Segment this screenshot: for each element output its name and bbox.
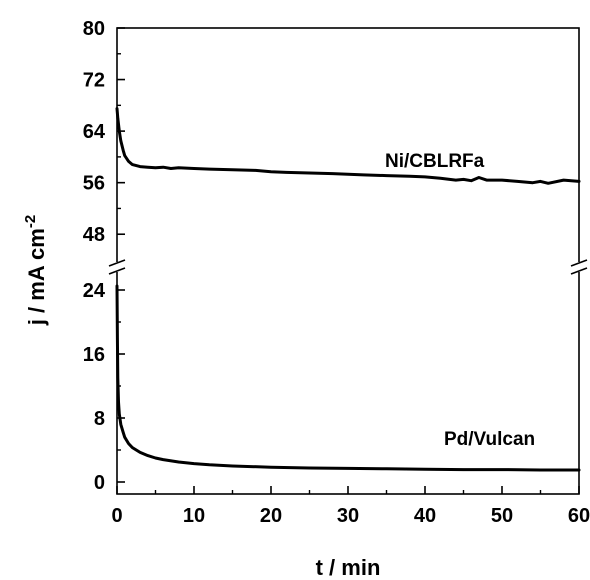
y-axis-title-main: j / mA cm <box>24 228 49 326</box>
ticks-layer: 0 10 20 30 40 50 60 48 56 64 72 80 0 8 16 24 <box>83 18 590 527</box>
x-tick-label: 0 <box>111 505 122 527</box>
x-tick-label: 50 <box>491 505 513 527</box>
y-axis-title-superscript: -2 <box>22 215 39 228</box>
axis-break-mark-right <box>570 267 588 275</box>
series-line-ni-cblrfa <box>115 107 581 185</box>
series-line-pd-vulcan <box>115 284 581 472</box>
plot-frame <box>116 27 580 495</box>
series-layer <box>115 107 581 472</box>
x-tick-label: 10 <box>183 505 205 527</box>
axis-break-mark-left <box>108 259 126 267</box>
y-tick-label: 48 <box>83 224 105 246</box>
y-tick-label: 56 <box>83 173 105 195</box>
y-tick-label: 80 <box>83 18 105 40</box>
y-tick-label: 24 <box>83 280 106 302</box>
axis-break <box>107 259 589 275</box>
axis-break-mark-left <box>108 267 126 275</box>
x-tick-label: 60 <box>568 505 590 527</box>
x-axis-title: t / min <box>316 555 381 580</box>
x-tick-label: 20 <box>260 505 282 527</box>
y-tick-label: 0 <box>94 472 105 494</box>
x-tick-label: 40 <box>414 505 436 527</box>
y-tick-label: 16 <box>83 344 105 366</box>
y-axis-title: j / mA cm-2 <box>22 215 49 326</box>
axis-break-mark-right <box>570 259 588 267</box>
series-label-ni-cblrfa: Ni/CBLRFa <box>385 151 485 172</box>
y-tick-label: 8 <box>94 408 105 430</box>
y-tick-label: 64 <box>83 121 106 143</box>
x-tick-label: 30 <box>337 505 359 527</box>
y-tick-label: 72 <box>83 70 105 92</box>
axis-break-gap-left <box>107 262 127 272</box>
series-label-pd-vulcan: Pd/Vulcan <box>444 429 535 450</box>
axis-break-gap-right <box>569 262 589 272</box>
